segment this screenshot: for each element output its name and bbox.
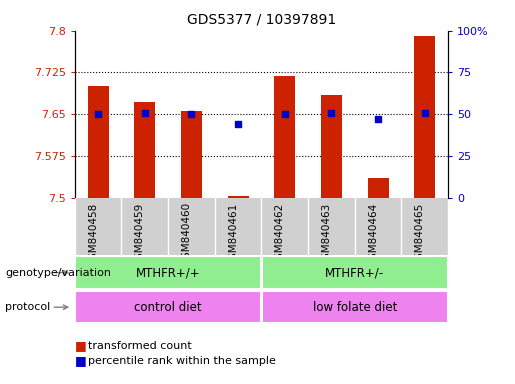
Text: ■: ■ xyxy=(75,339,87,352)
Text: MTHFR+/+: MTHFR+/+ xyxy=(136,266,200,279)
Text: GSM840461: GSM840461 xyxy=(228,202,238,266)
Bar xyxy=(414,36,435,198)
Text: GSM840459: GSM840459 xyxy=(135,202,145,266)
Bar xyxy=(274,76,295,198)
Text: percentile rank within the sample: percentile rank within the sample xyxy=(88,356,276,366)
Bar xyxy=(321,95,342,198)
Text: MTHFR+/-: MTHFR+/- xyxy=(325,266,384,279)
Bar xyxy=(368,178,388,198)
Bar xyxy=(228,196,249,198)
Text: GSM840460: GSM840460 xyxy=(181,202,192,265)
Text: GSM840465: GSM840465 xyxy=(415,202,425,266)
Bar xyxy=(88,86,109,198)
Bar xyxy=(134,102,155,198)
Bar xyxy=(262,257,448,289)
Text: transformed count: transformed count xyxy=(88,341,191,351)
Text: GSM840464: GSM840464 xyxy=(368,202,378,266)
Text: genotype/variation: genotype/variation xyxy=(5,268,111,278)
Text: GSM840462: GSM840462 xyxy=(274,202,285,266)
Text: control diet: control diet xyxy=(134,301,202,314)
Bar xyxy=(262,291,448,323)
Bar xyxy=(75,291,261,323)
Text: low folate diet: low folate diet xyxy=(313,301,397,314)
Text: GSM840458: GSM840458 xyxy=(88,202,98,266)
Text: ■: ■ xyxy=(75,354,87,367)
Bar xyxy=(181,111,202,198)
Text: protocol: protocol xyxy=(5,302,50,312)
Text: GSM840463: GSM840463 xyxy=(321,202,331,266)
Bar xyxy=(75,257,261,289)
Title: GDS5377 / 10397891: GDS5377 / 10397891 xyxy=(187,13,336,27)
